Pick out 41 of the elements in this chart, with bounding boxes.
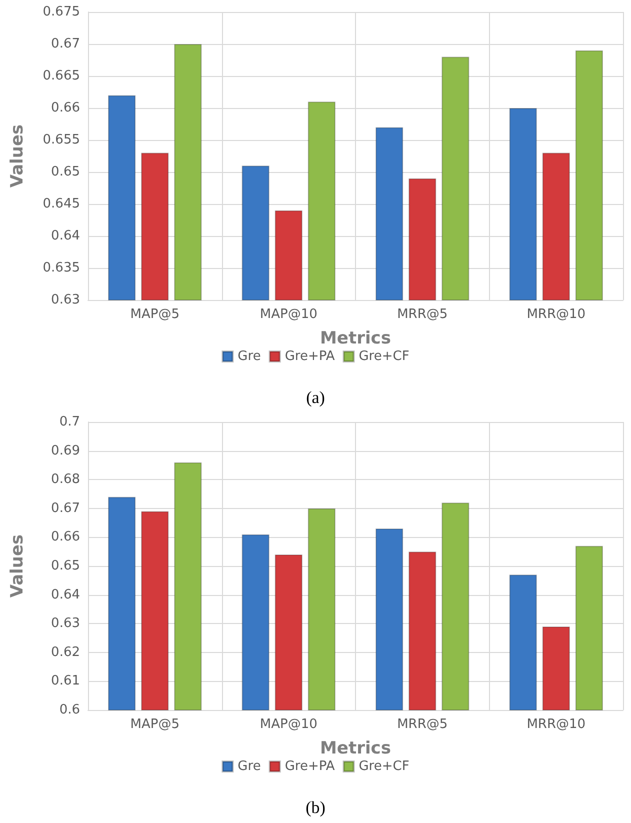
y-tick-label: 0.62 (51, 644, 80, 660)
x-tick-label: MRR@10 (526, 717, 586, 732)
x-tick-label: MRR@5 (397, 717, 448, 732)
y-tick-label: 0.665 (42, 68, 80, 84)
y-tick-label: 0.675 (42, 4, 80, 20)
y-tick-label: 0.67 (51, 36, 80, 52)
x-tick-label: MAP@10 (260, 717, 318, 732)
y-tick-label: 0.66 (51, 530, 80, 545)
y-tick-label: 0.65 (51, 558, 80, 574)
y-tick-label: 0.645 (42, 196, 80, 212)
legend-label: Gre (238, 349, 261, 364)
y-tick-label: 0.67 (51, 500, 80, 516)
x-axis-title: Metrics (320, 328, 391, 348)
y-tick-label: 0.61 (51, 674, 80, 689)
x-axis-title: Metrics (320, 738, 391, 758)
y-tick-label: 0.63 (51, 292, 80, 308)
y-tick-label: 0.655 (42, 132, 80, 148)
y-tick-label: 0.69 (51, 443, 80, 458)
legend-label: Gre+PA (284, 759, 335, 774)
legend-label: Gre+PA (284, 349, 335, 364)
y-tick-label: 0.6 (59, 702, 80, 718)
y-tick-label: 0.68 (51, 472, 80, 488)
y-tick-label: 0.64 (51, 587, 80, 602)
y-tick-label: 0.7 (59, 414, 80, 430)
y-tick-label: 0.64 (51, 228, 80, 244)
legend-label: Gre (238, 759, 261, 774)
x-tick-label: MRR@10 (526, 307, 586, 322)
legend-label: Gre+CF (358, 349, 410, 364)
y-axis-title: Values (8, 124, 28, 188)
x-tick-label: MAP@5 (130, 717, 180, 732)
y-tick-label: 0.635 (42, 260, 80, 276)
x-tick-label: MAP@5 (130, 307, 180, 322)
text: (b) (306, 798, 326, 817)
y-tick-label: 0.63 (51, 616, 80, 632)
y-axis-title: Values (8, 534, 28, 598)
legend-label: Gre+CF (358, 759, 410, 774)
x-tick-label: MRR@5 (397, 307, 448, 322)
y-tick-label: 0.65 (51, 164, 80, 180)
text: (a) (306, 388, 325, 407)
y-tick-label: 0.66 (51, 100, 80, 116)
x-tick-label: MAP@10 (260, 307, 318, 322)
